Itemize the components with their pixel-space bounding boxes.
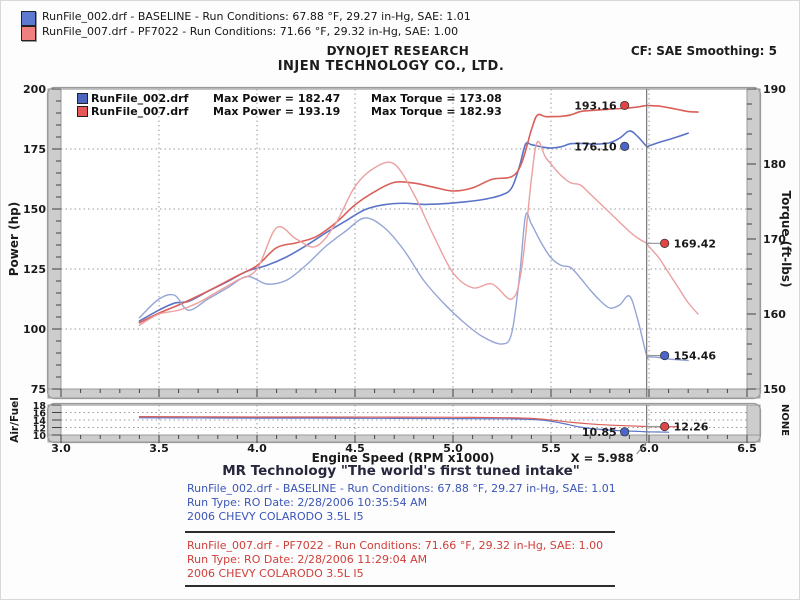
curve-baseline-airfuel [138,417,670,433]
svg-text:3.5: 3.5 [149,442,169,455]
pf7022-run-conditions: RunFile_007.drf - PF7022 - Run Condition… [187,539,604,552]
cursor-dot-pf7022-power [620,100,630,111]
cursor-value-baseline-power: 176.10 [574,140,617,153]
svg-text:10: 10 [33,431,47,442]
separator-line-bottom [185,585,615,587]
axis-ticks [52,88,756,397]
cursor-value-baseline-torque: 154.46 [674,350,717,363]
run-legend-pf7022: RunFile_007.drf - PF7022 - Run Condition… [42,25,459,38]
svg-text:4.0: 4.0 [247,442,267,455]
pf7022-max-power: Max Power = 193.19 [213,105,341,118]
company-title: INJEN TECHNOLOGY CO., LTD. [277,59,505,74]
pf7022-run-info: RunFile_007.drf - PF7022 - Run Condition… [187,539,603,581]
baseline-legend-swatch [77,93,88,104]
mr-technology-title: MR Technology "The world's first tuned i… [222,463,580,479]
curve-pf7022-power [138,104,699,324]
svg-text:125: 125 [23,263,46,276]
max-values-legend: RunFile_002.drf Max Power = 182.47 Max T… [77,92,502,118]
svg-text:150: 150 [23,203,46,216]
baseline-vehicle: 2006 CHEVY COLARODO 3.5L I5 [187,510,364,523]
pf7022-file-label: RunFile_007.drf [91,105,189,118]
cursor-value-baseline-airfuel: 10.85 [582,426,617,439]
baseline-color-swatch [21,11,36,26]
gridlines [61,89,747,389]
svg-text:6.5: 6.5 [737,442,757,455]
brand-title: DYNOJET RESEARCH [326,44,470,58]
cursor-dot-baseline-power [620,141,630,151]
cursor-dot-baseline-airfuel [620,427,630,437]
run-legend: RunFile_002.drf - BASELINE - Run Conditi… [21,9,471,41]
svg-text:200: 200 [23,83,46,96]
baseline-run-info: RunFile_002.drf - BASELINE - Run Conditi… [187,482,616,524]
max-values-row-pf7022: RunFile_007.drf Max Power = 193.19 Max T… [77,105,502,118]
cursor-dot-pf7022-airfuel [660,421,670,432]
svg-text:100: 100 [23,323,46,336]
pf7022-vehicle: 2006 CHEVY COLARODO 3.5L I5 [187,567,364,580]
svg-text:150: 150 [763,383,786,396]
pf7022-legend-swatch [77,106,88,117]
svg-text:170: 170 [763,233,786,246]
svg-text:4.5: 4.5 [345,442,365,455]
cursor-callout-line [636,441,648,455]
correction-factor-label: CF: SAE Smoothing: 5 [630,44,777,58]
axis-title-airfuel: Air/Fuel [9,397,21,443]
axis-title-torque: Torque (ft-lbs) [779,191,793,288]
baseline-run-type-date: Run Type: RO Date: 2/28/2006 10:35:54 AM [187,496,428,509]
gridlines [61,405,747,435]
svg-text:18: 18 [33,401,47,412]
cursor-dot-baseline-torque [660,350,670,361]
baseline-max-power: Max Power = 182.47 [213,92,341,105]
axis-title-engine-speed: Engine Speed (RPM x1000) [312,451,495,465]
run-legend-baseline: RunFile_002.drf - BASELINE - Run Conditi… [42,10,471,23]
svg-text:14: 14 [33,416,47,427]
svg-text:175: 175 [23,143,46,156]
curve-baseline-torque [138,212,689,362]
svg-text:180: 180 [763,158,786,171]
cursor-dot-pf7022-torque [660,238,670,248]
cursor-value-pf7022-airfuel: 12.26 [674,421,709,434]
cursor-value-pf7022-power: 193.16 [574,99,617,112]
svg-text:5.5: 5.5 [541,442,561,455]
svg-text:190: 190 [763,83,786,96]
cursor-x-readout: X = 5.988 [571,451,634,465]
cursor-value-pf7022-torque: 169.42 [674,237,716,250]
svg-text:5.0: 5.0 [443,442,463,455]
svg-text:3.0: 3.0 [51,442,71,455]
baseline-max-torque: Max Torque = 173.08 [371,92,502,105]
max-values-row-baseline: RunFile_002.drf Max Power = 182.47 Max T… [77,92,502,105]
run-legend-lines: RunFile_002.drf - BASELINE - Run Conditi… [42,9,471,41]
baseline-file-label: RunFile_002.drf [91,92,189,105]
pf7022-color-swatch [21,26,36,41]
pf7022-run-type-date: Run Type: RO Date: 2/28/2006 11:29:04 AM [187,553,428,566]
svg-text:6.0: 6.0 [639,442,659,455]
svg-text:75: 75 [31,383,46,396]
pf7022-max-torque: Max Torque = 182.93 [371,105,502,118]
axis-title-power: Power (hp) [7,202,21,276]
svg-text:160: 160 [763,308,786,321]
separator-line-top [185,531,615,533]
curve-pf7022-torque [138,140,699,326]
run-legend-swatches [21,11,36,41]
baseline-run-conditions: RunFile_002.drf - BASELINE - Run Conditi… [187,482,616,495]
svg-text:16: 16 [33,409,47,420]
curve-baseline-power [138,130,689,322]
axis-title-none: NONE [779,404,790,436]
power-torque-graph: 200 175 150 125 100 75 190 180 170 160 150 176.10 19… [7,83,793,400]
svg-text:12: 12 [33,424,46,435]
axis-ticks [52,404,748,443]
